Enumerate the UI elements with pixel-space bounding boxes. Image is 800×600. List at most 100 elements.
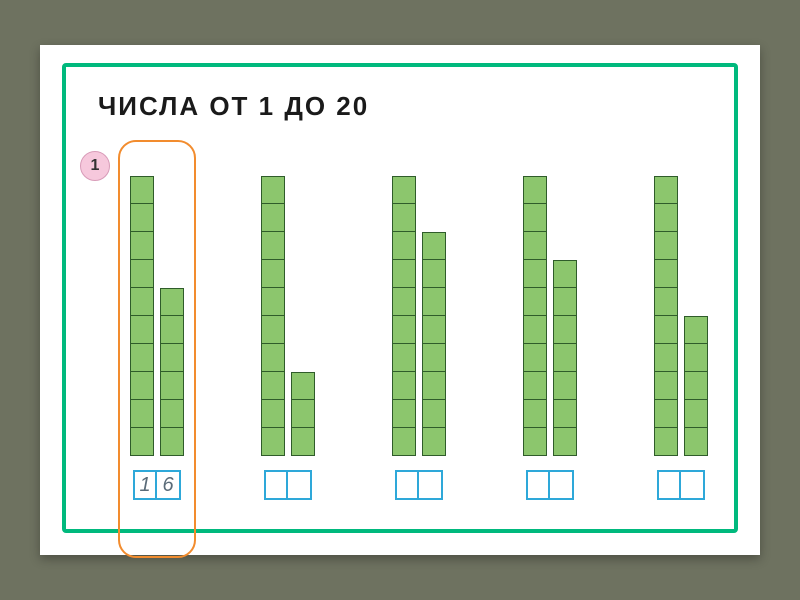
counting-block	[160, 316, 184, 344]
inner-frame: ЧИСЛА ОТ 1 ДО 20 1 16	[62, 63, 738, 533]
counting-block	[422, 288, 446, 316]
counting-block	[654, 260, 678, 288]
page-title: ЧИСЛА ОТ 1 ДО 20	[98, 91, 714, 122]
counting-block	[130, 344, 154, 372]
block-column	[160, 288, 184, 456]
counting-block	[130, 232, 154, 260]
counting-block	[392, 288, 416, 316]
counting-block	[684, 372, 708, 400]
counting-block	[261, 204, 285, 232]
counting-block	[130, 372, 154, 400]
counting-block	[684, 428, 708, 456]
answer-cell[interactable]	[264, 470, 288, 500]
block-group	[392, 146, 446, 500]
counting-block	[553, 344, 577, 372]
counting-block	[523, 400, 547, 428]
counting-block	[261, 400, 285, 428]
counting-block	[392, 428, 416, 456]
counting-block	[684, 344, 708, 372]
block-group	[523, 146, 577, 500]
counting-block	[553, 316, 577, 344]
block-column	[422, 232, 446, 456]
block-group	[261, 146, 315, 500]
counting-block	[422, 344, 446, 372]
counting-block	[261, 316, 285, 344]
counting-block	[160, 288, 184, 316]
counting-block	[291, 372, 315, 400]
answer-cell[interactable]	[419, 470, 443, 500]
counting-block	[684, 316, 708, 344]
columns-wrap	[392, 146, 446, 456]
counting-block	[160, 344, 184, 372]
counting-block	[392, 232, 416, 260]
counting-block	[523, 260, 547, 288]
counting-block	[291, 400, 315, 428]
answer-row	[657, 470, 705, 500]
answer-row	[264, 470, 312, 500]
answer-row: 16	[133, 470, 181, 500]
exercise-number: 1	[91, 157, 100, 175]
answer-cell[interactable]	[681, 470, 705, 500]
counting-block	[130, 176, 154, 204]
counting-block	[523, 372, 547, 400]
counting-block	[160, 400, 184, 428]
answer-cell[interactable]	[288, 470, 312, 500]
answer-cell[interactable]	[526, 470, 550, 500]
counting-block	[523, 316, 547, 344]
counting-block	[553, 428, 577, 456]
answer-cell[interactable]	[550, 470, 574, 500]
counting-block	[392, 260, 416, 288]
counting-block	[654, 232, 678, 260]
counting-block	[523, 176, 547, 204]
counting-block	[553, 288, 577, 316]
counting-block	[261, 428, 285, 456]
counting-block	[160, 428, 184, 456]
counting-block	[654, 372, 678, 400]
answer-row	[526, 470, 574, 500]
counting-block	[130, 288, 154, 316]
counting-block	[654, 204, 678, 232]
columns-wrap	[130, 146, 184, 456]
answer-cell[interactable]: 1	[133, 470, 157, 500]
columns-wrap	[261, 146, 315, 456]
counting-block	[422, 400, 446, 428]
counting-block	[130, 316, 154, 344]
counting-block	[392, 344, 416, 372]
counting-block	[392, 176, 416, 204]
counting-block	[523, 428, 547, 456]
answer-cell[interactable]	[395, 470, 419, 500]
counting-block	[261, 176, 285, 204]
counting-block	[261, 344, 285, 372]
block-column	[684, 316, 708, 456]
block-group: 16	[130, 146, 184, 500]
counting-block	[130, 400, 154, 428]
block-group	[654, 146, 708, 500]
counting-block	[654, 428, 678, 456]
answer-cell[interactable]: 6	[157, 470, 181, 500]
counting-block	[392, 316, 416, 344]
counting-block	[261, 372, 285, 400]
counting-block	[392, 372, 416, 400]
block-column	[553, 260, 577, 456]
block-groups-row: 16	[130, 140, 708, 500]
block-column	[392, 176, 416, 456]
counting-block	[523, 344, 547, 372]
counting-block	[291, 428, 315, 456]
counting-block	[261, 288, 285, 316]
block-column	[130, 176, 154, 456]
counting-block	[654, 288, 678, 316]
counting-block	[553, 372, 577, 400]
columns-wrap	[654, 146, 708, 456]
answer-cell[interactable]	[657, 470, 681, 500]
block-column	[291, 372, 315, 456]
counting-block	[523, 232, 547, 260]
counting-block	[422, 428, 446, 456]
counting-block	[553, 400, 577, 428]
counting-block	[392, 204, 416, 232]
counting-block	[684, 400, 708, 428]
counting-block	[523, 204, 547, 232]
block-column	[654, 176, 678, 456]
counting-block	[392, 400, 416, 428]
block-column	[261, 176, 285, 456]
counting-block	[654, 400, 678, 428]
